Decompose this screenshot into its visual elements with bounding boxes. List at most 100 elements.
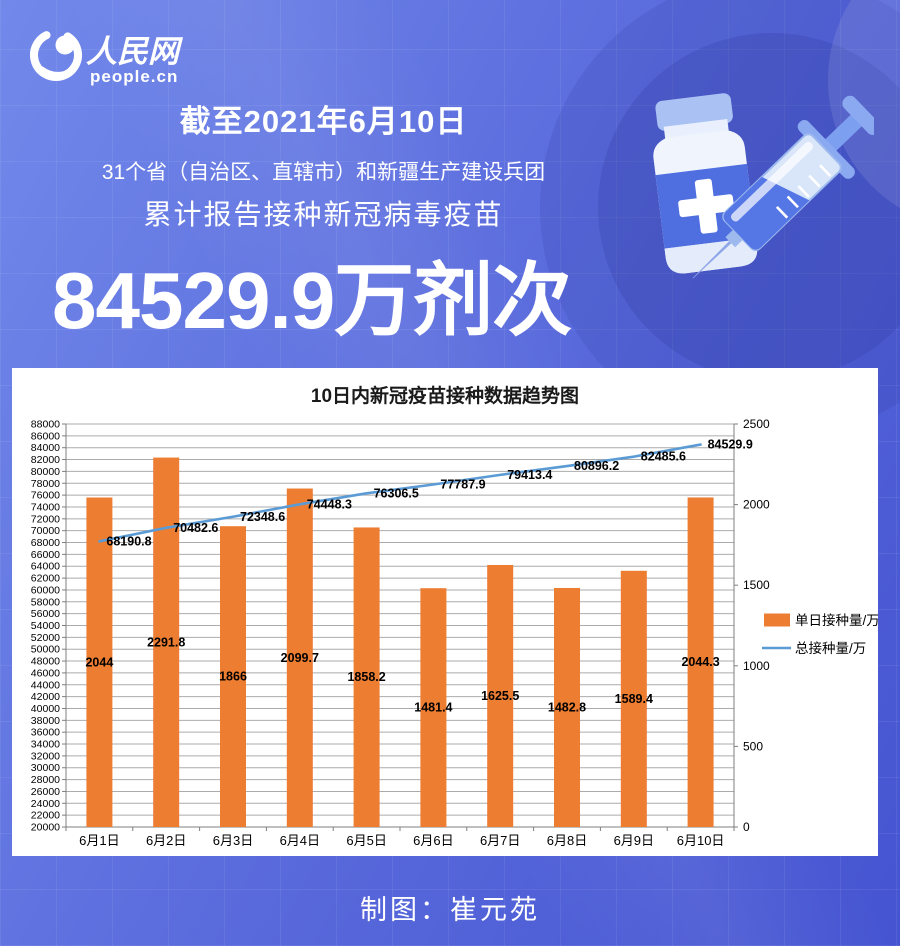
left-axis-label: 62000 [31, 573, 60, 585]
bar [353, 527, 380, 827]
trend-point-label: 80896.2 [574, 459, 619, 473]
trend-point-label: 77787.9 [440, 478, 485, 492]
legend-line-label: 总接种量/万 [795, 640, 866, 656]
left-axis-label: 24000 [31, 798, 60, 810]
left-axis-label: 42000 [31, 691, 60, 703]
left-axis-label: 76000 [31, 490, 60, 502]
bar-label: 1482.8 [548, 700, 586, 714]
trend-point-label: 84529.9 [708, 438, 753, 452]
x-axis-label: 6月1日 [79, 833, 119, 848]
scope-line: 31个省（自治区、直辖市）和新疆生产建设兵团 [101, 161, 546, 184]
x-axis-label: 6月9日 [614, 833, 654, 848]
left-axis-label: 72000 [31, 513, 60, 525]
left-axis-label: 32000 [31, 750, 60, 762]
syringe-icon [692, 95, 881, 279]
chart-title: 10日内新冠疫苗接种数据趋势图 [310, 386, 580, 407]
bar-label: 2099.7 [281, 651, 319, 665]
trend-point-label: 76306.5 [374, 486, 419, 500]
left-axis-label: 70000 [31, 525, 60, 537]
left-axis-label: 78000 [31, 478, 60, 490]
trend-point-label: 79413.4 [507, 468, 552, 482]
bar [620, 570, 647, 827]
left-axis-label: 58000 [31, 596, 60, 608]
vial-icon [653, 93, 758, 274]
bar [153, 457, 180, 827]
bar-label: 2044.3 [681, 655, 719, 669]
left-axis-label: 86000 [31, 430, 60, 442]
people-cn-logo: 人民网 people.cn [24, 18, 204, 95]
left-axis-label: 56000 [31, 608, 60, 620]
trend-point-label: 82485.6 [641, 450, 686, 464]
right-axis-label: 0 [743, 820, 750, 834]
left-axis-label: 30000 [31, 762, 60, 774]
left-axis-label: 68000 [31, 537, 60, 549]
left-axis-label: 20000 [31, 822, 60, 834]
x-axis-label: 6月10日 [677, 833, 725, 848]
left-axis-label: 54000 [31, 620, 60, 632]
left-axis-label: 66000 [31, 549, 60, 561]
left-axis-label: 60000 [31, 584, 60, 596]
trend-point-label: 68190.8 [106, 534, 151, 548]
trend-point-label: 70482.6 [173, 521, 218, 535]
left-axis-label: 50000 [31, 644, 60, 656]
left-axis-label: 64000 [31, 561, 60, 573]
total-doses-number: 84529.9万剂次 [52, 256, 572, 345]
right-axis-label: 2500 [743, 417, 770, 431]
x-axis-label: 6月4日 [280, 833, 320, 848]
bar [286, 488, 313, 827]
bar [687, 497, 714, 827]
chart-panel: 10日内新冠疫苗接种数据趋势图 20000 22000 24000 26000 2800… [12, 368, 878, 856]
bar-label: 1481.4 [414, 701, 452, 715]
left-axis-label: 52000 [31, 632, 60, 644]
left-axis-label: 48000 [31, 656, 60, 668]
left-axis-label: 88000 [31, 419, 60, 431]
bar [420, 588, 447, 827]
moon-globe-icon [30, 29, 82, 81]
bar-label: 1866 [219, 670, 247, 684]
x-axis-label: 6月3日 [213, 833, 253, 848]
right-axis-label: 1500 [743, 578, 770, 592]
bar-label: 1589.4 [615, 692, 653, 706]
x-axis-label: 6月8日 [547, 833, 587, 848]
left-axis-label: 84000 [31, 442, 60, 454]
right-axis-label: 1000 [743, 659, 770, 673]
trend-point-label: 74448.3 [307, 497, 352, 511]
logo-en-text: people.cn [90, 67, 178, 86]
legend-bar-swatch [764, 613, 790, 627]
bar-label: 2291.8 [147, 635, 185, 649]
left-axis-label: 44000 [31, 679, 60, 691]
bar-label: 2044 [85, 655, 113, 669]
left-axis-label: 74000 [31, 501, 60, 513]
bar-label: 1625.5 [481, 689, 519, 703]
left-axis-label: 34000 [31, 739, 60, 751]
chart-canvas: 2000022000240002600028000300003200034000… [31, 417, 878, 848]
trend-point-label: 72348.6 [240, 510, 285, 524]
x-axis-label: 6月5日 [346, 833, 386, 848]
x-axis-label: 6月6日 [413, 833, 453, 848]
credit-line: 制图：崔元苑 [360, 895, 540, 925]
logo-cn-text: 人民网 [86, 34, 184, 69]
left-axis-label: 46000 [31, 667, 60, 679]
left-axis-label: 80000 [31, 466, 60, 478]
legend-bar-label: 单日接种量/万 [795, 612, 878, 628]
left-axis-label: 38000 [31, 715, 60, 727]
bar-label: 1858.2 [347, 670, 385, 684]
left-axis-label: 28000 [31, 774, 60, 786]
left-axis-label: 26000 [31, 786, 60, 798]
bar [86, 497, 113, 827]
bar [220, 526, 246, 827]
report-line: 累计报告接种新冠病毒疫苗 [143, 199, 504, 230]
cutoff-date-line: 截至2021年6月10日 [179, 104, 468, 139]
trend-line [98, 443, 702, 543]
left-axis-label: 36000 [31, 727, 60, 739]
bar [554, 587, 580, 827]
bar [487, 564, 514, 827]
vaccine-illustration [612, 72, 881, 339]
left-axis-label: 82000 [31, 454, 60, 466]
left-axis-label: 40000 [31, 703, 60, 715]
header-text-block: 截至2021年6月10日 31个省（自治区、直辖市）和新疆生产建设兵团 累计报告… [66, 96, 581, 233]
x-axis-label: 6月7日 [480, 833, 520, 848]
right-axis-label: 2000 [743, 498, 770, 512]
right-axis-label: 500 [743, 739, 763, 753]
left-axis-label: 22000 [31, 810, 60, 822]
